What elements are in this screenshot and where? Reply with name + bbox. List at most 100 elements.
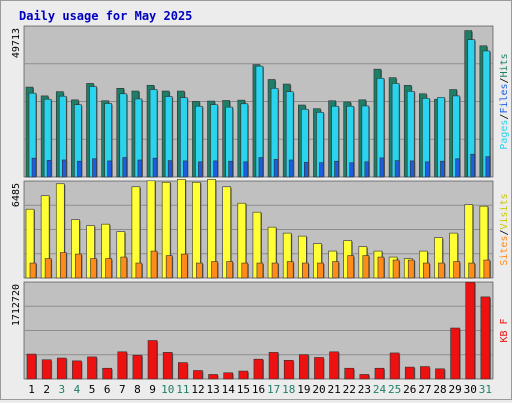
sites-bar xyxy=(120,256,128,279)
x-tick-label: 8 xyxy=(134,383,141,396)
kbytes-bar-body xyxy=(299,354,309,380)
sites-bar-body xyxy=(256,262,264,279)
kbytes-bar-body xyxy=(238,370,249,380)
sites-bar-body xyxy=(302,262,309,279)
kbytes-bar xyxy=(404,366,416,380)
sites-bar-body xyxy=(468,262,476,279)
x-tick-label: 4 xyxy=(74,383,81,396)
kbytes-bar xyxy=(177,362,189,380)
pages-bar-body xyxy=(198,161,203,178)
kbytes-bar xyxy=(208,374,219,380)
kbytes-bar-body xyxy=(177,362,188,380)
kbytes-bar xyxy=(223,372,234,380)
kbytes-bar-body xyxy=(26,353,37,380)
pages-bar xyxy=(137,159,143,178)
chart-title: Daily usage for May 2025 xyxy=(19,9,192,23)
x-tick-label: 30 xyxy=(464,383,477,396)
kbytes-bar-body xyxy=(162,352,173,380)
sites-bar-body xyxy=(180,253,188,279)
sites-bar xyxy=(271,262,280,279)
pages-bar xyxy=(304,162,310,178)
kbytes-bar-body xyxy=(389,352,400,380)
pages-bar-body xyxy=(334,160,339,178)
x-tick-label: 22 xyxy=(343,383,356,396)
sites-bar-body xyxy=(271,262,279,279)
sites-bar xyxy=(317,262,325,279)
pages-bar-body xyxy=(258,157,264,178)
kbytes-bar xyxy=(283,360,295,380)
pages-bar xyxy=(334,160,340,178)
pages-bar xyxy=(379,157,385,178)
kbytes-legend: KB F xyxy=(499,318,510,342)
x-tick-label: 2 xyxy=(43,383,50,396)
kbytes-bar-body xyxy=(223,372,233,380)
kbytes-bar xyxy=(238,370,249,380)
pages-bar xyxy=(198,161,204,178)
pages-bar xyxy=(349,162,355,178)
sites-bar xyxy=(44,258,53,279)
legend-visits: Visits xyxy=(499,193,510,229)
pages-bar xyxy=(470,153,476,178)
sites-bar xyxy=(105,258,113,279)
kbytes-bar-body xyxy=(465,281,476,380)
sites-bar xyxy=(453,261,461,279)
sites-bar xyxy=(211,261,219,279)
sites-bar xyxy=(165,255,174,279)
pages-bar xyxy=(455,158,461,178)
sites-bar xyxy=(75,253,83,279)
pages-bar-body xyxy=(485,156,491,178)
sites-bar xyxy=(362,255,370,279)
sites-bar xyxy=(347,255,355,279)
pages-bar xyxy=(92,158,98,178)
sites-bar-body xyxy=(362,255,370,279)
pages-bar-body xyxy=(137,159,143,178)
x-tick-label: 12 xyxy=(191,383,204,396)
sites-bar xyxy=(392,259,401,279)
sites-bar-body xyxy=(332,261,339,279)
sites-bar-body xyxy=(286,261,294,279)
kbytes-bar-body xyxy=(435,368,445,380)
pages-bar-body xyxy=(243,161,249,178)
kbytes-bar-body xyxy=(359,374,370,380)
sites-bar-body xyxy=(196,262,203,279)
kbytes-bar xyxy=(87,356,98,380)
pages-bar xyxy=(409,160,416,178)
kbytes-bar xyxy=(132,354,143,380)
pages-bar-body xyxy=(61,159,67,178)
x-tick-label: 14 xyxy=(222,383,236,396)
pages-bar xyxy=(425,161,431,178)
legend-sites: Sites xyxy=(499,236,510,266)
sites-bar-body xyxy=(377,256,385,279)
kbytes-bar xyxy=(147,340,159,380)
kbytes-ymax-label: 1712720 xyxy=(11,284,22,326)
x-tick-label: 23 xyxy=(358,383,371,396)
sites-bar xyxy=(377,256,385,279)
x-tick-label: 13 xyxy=(206,383,219,396)
pages-bar xyxy=(394,160,401,178)
pages-bar-body xyxy=(167,160,173,178)
hits-ymax-label: 49713 xyxy=(11,28,22,58)
kbytes-bar xyxy=(162,352,174,380)
pages-bar-body xyxy=(273,159,279,178)
legend-pages: Pages xyxy=(499,120,510,150)
kbytes-bar xyxy=(299,354,310,380)
kbytes-bar xyxy=(193,370,204,380)
x-tick-label: 10 xyxy=(161,383,174,396)
pages-bar-body xyxy=(455,158,460,178)
sites-bar-body xyxy=(392,259,400,279)
kbytes-bar-body xyxy=(329,351,339,380)
sites-bar-body xyxy=(105,258,112,279)
sites-bar-body xyxy=(483,259,491,279)
pages-bar-body xyxy=(379,157,385,178)
pages-bar xyxy=(152,157,159,178)
sites-bar xyxy=(196,262,204,279)
kbytes-bar-body xyxy=(208,374,218,380)
sites-bar-body xyxy=(211,261,218,279)
sites-bar-body xyxy=(90,258,97,279)
pages-bar-body xyxy=(425,161,430,178)
pages-bar-body xyxy=(440,160,445,178)
kbytes-bar-body xyxy=(102,367,112,380)
sites-bar-body xyxy=(59,252,67,279)
kbytes-bar-body xyxy=(344,367,355,380)
kbytes-bar xyxy=(329,351,340,380)
